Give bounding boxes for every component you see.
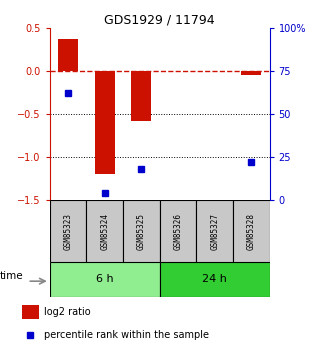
- Bar: [58, 39, 78, 71]
- Text: GSM85328: GSM85328: [247, 213, 256, 250]
- Bar: [160, 200, 196, 262]
- Text: 6 h: 6 h: [96, 275, 114, 284]
- Bar: [22, 305, 39, 319]
- Bar: [86, 200, 123, 262]
- Bar: [50, 262, 160, 297]
- Bar: [233, 200, 270, 262]
- Text: GSM85325: GSM85325: [137, 213, 146, 250]
- Bar: [196, 200, 233, 262]
- Bar: [50, 200, 86, 262]
- Text: GSM85323: GSM85323: [64, 213, 73, 250]
- Title: GDS1929 / 11794: GDS1929 / 11794: [104, 13, 215, 27]
- Text: GSM85326: GSM85326: [174, 213, 183, 250]
- Bar: [241, 71, 261, 75]
- Bar: [95, 71, 115, 174]
- Text: GSM85327: GSM85327: [210, 213, 219, 250]
- Text: 24 h: 24 h: [202, 275, 227, 284]
- Text: log2 ratio: log2 ratio: [44, 307, 91, 317]
- Bar: [131, 71, 152, 121]
- Text: percentile rank within the sample: percentile rank within the sample: [44, 330, 209, 340]
- Text: GSM85324: GSM85324: [100, 213, 109, 250]
- Bar: [123, 200, 160, 262]
- Bar: [160, 262, 270, 297]
- Text: time: time: [0, 271, 24, 281]
